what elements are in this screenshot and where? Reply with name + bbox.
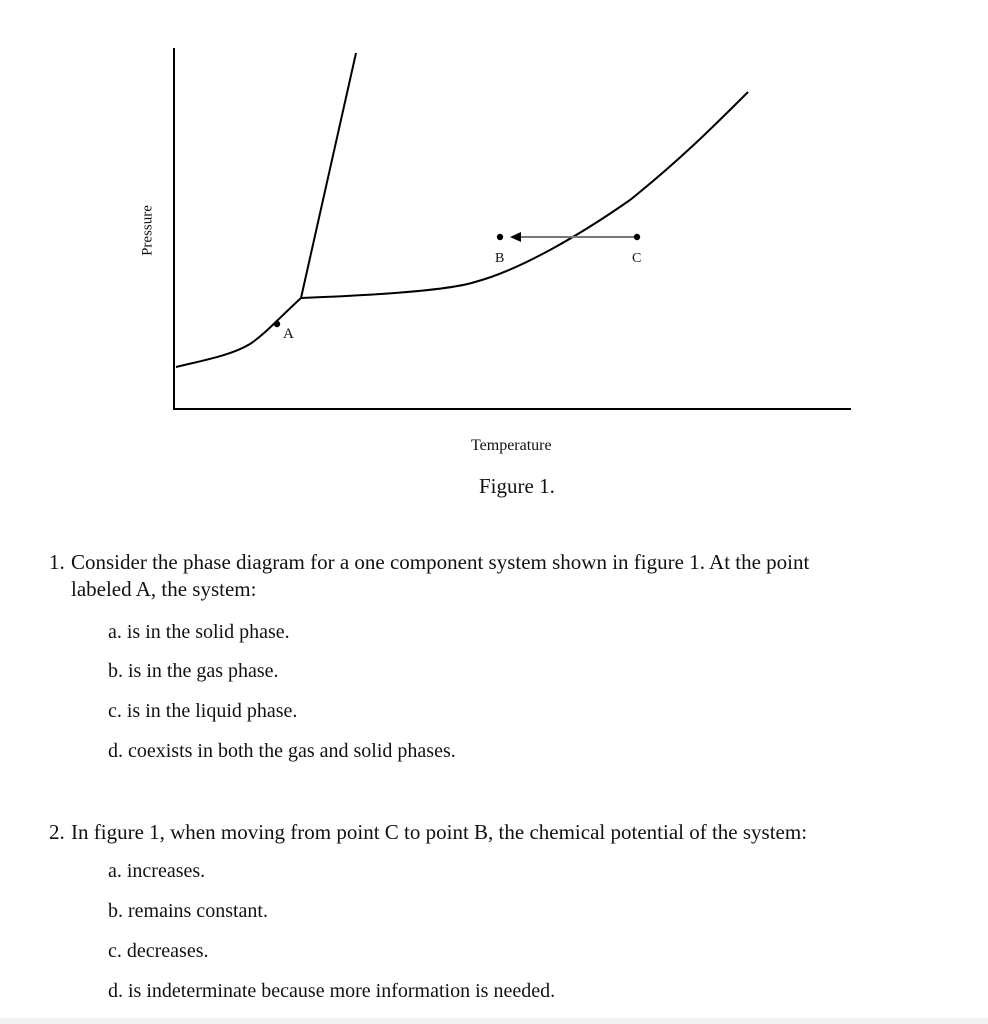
fusion-curve: [300, 52, 357, 299]
point-a: [273, 320, 281, 328]
arrow-head: [510, 232, 521, 242]
q1-option-c[interactable]: c. is in the liquid phase.: [108, 700, 298, 722]
bottom-edge: [0, 1018, 988, 1024]
q2-option-d[interactable]: d. is indeterminate because more informa…: [108, 980, 556, 1002]
q2-option-c[interactable]: c. decreases.: [108, 940, 209, 962]
question-1-text-cont: labeled A, the system:: [71, 577, 257, 601]
figure-caption: Figure 1.: [479, 474, 555, 498]
q2-option-b[interactable]: b. remains constant.: [108, 900, 268, 922]
point-a-label: A: [283, 326, 294, 342]
question-1-number: 1.: [49, 550, 65, 574]
question-2-number: 2.: [49, 820, 65, 844]
x-axis-label: Temperature: [471, 437, 552, 454]
point-c-label: C: [632, 251, 642, 266]
sublimation-curve: [175, 297, 302, 368]
point-c: [633, 233, 641, 241]
q1-option-a[interactable]: a. is in the solid phase.: [108, 621, 290, 643]
vaporization-curve: [300, 91, 749, 299]
y-axis-label: Pressure: [139, 205, 156, 256]
q1-option-b[interactable]: b. is in the gas phase.: [108, 660, 279, 682]
q1-option-d[interactable]: d. coexists in both the gas and solid ph…: [108, 740, 456, 762]
question-1-text: Consider the phase diagram for a one com…: [71, 550, 810, 574]
point-b: [496, 233, 504, 241]
question-2-text: In figure 1, when moving from point C to…: [71, 820, 808, 844]
q2-option-a[interactable]: a. increases.: [108, 860, 206, 882]
point-b-label: B: [495, 251, 505, 266]
